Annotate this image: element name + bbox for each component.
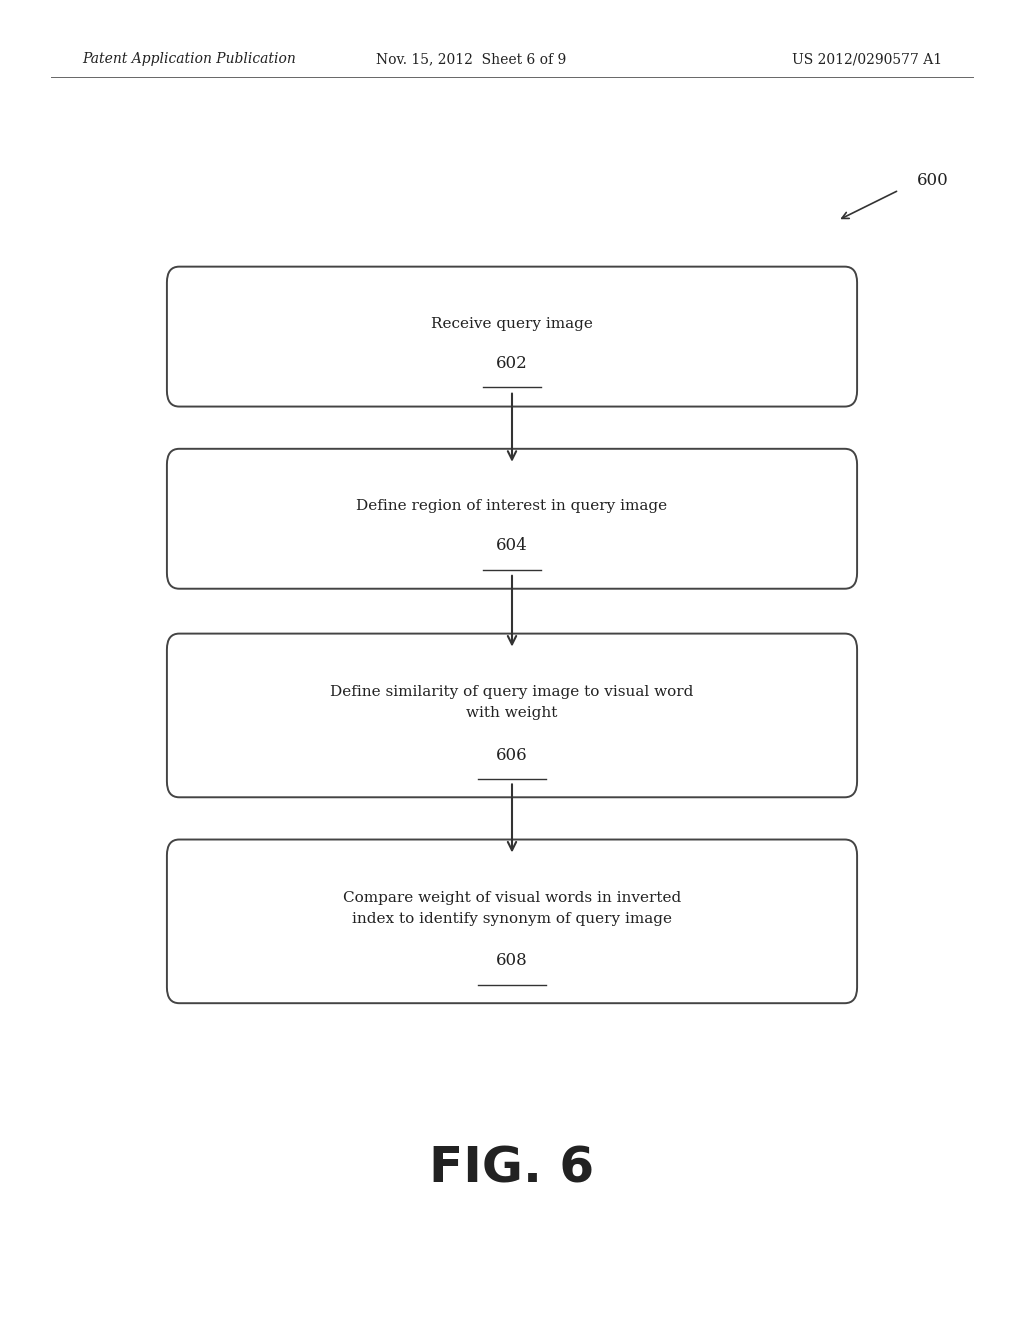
- Text: Define region of interest in query image: Define region of interest in query image: [356, 499, 668, 512]
- Text: US 2012/0290577 A1: US 2012/0290577 A1: [792, 53, 942, 66]
- FancyBboxPatch shape: [167, 267, 857, 407]
- Text: with weight: with weight: [466, 706, 558, 719]
- Text: index to identify synonym of query image: index to identify synonym of query image: [352, 912, 672, 925]
- FancyBboxPatch shape: [167, 634, 857, 797]
- Text: Compare weight of visual words in inverted: Compare weight of visual words in invert…: [343, 891, 681, 904]
- Text: 602: 602: [496, 355, 528, 372]
- FancyBboxPatch shape: [167, 840, 857, 1003]
- Text: Patent Application Publication: Patent Application Publication: [82, 53, 296, 66]
- Text: FIG. 6: FIG. 6: [429, 1144, 595, 1192]
- FancyBboxPatch shape: [167, 449, 857, 589]
- Text: 600: 600: [916, 172, 948, 189]
- Text: 604: 604: [496, 537, 528, 554]
- Text: Define similarity of query image to visual word: Define similarity of query image to visu…: [331, 685, 693, 698]
- Text: 608: 608: [496, 953, 528, 969]
- Text: 606: 606: [497, 747, 527, 763]
- Text: Receive query image: Receive query image: [431, 317, 593, 330]
- Text: Nov. 15, 2012  Sheet 6 of 9: Nov. 15, 2012 Sheet 6 of 9: [376, 53, 566, 66]
